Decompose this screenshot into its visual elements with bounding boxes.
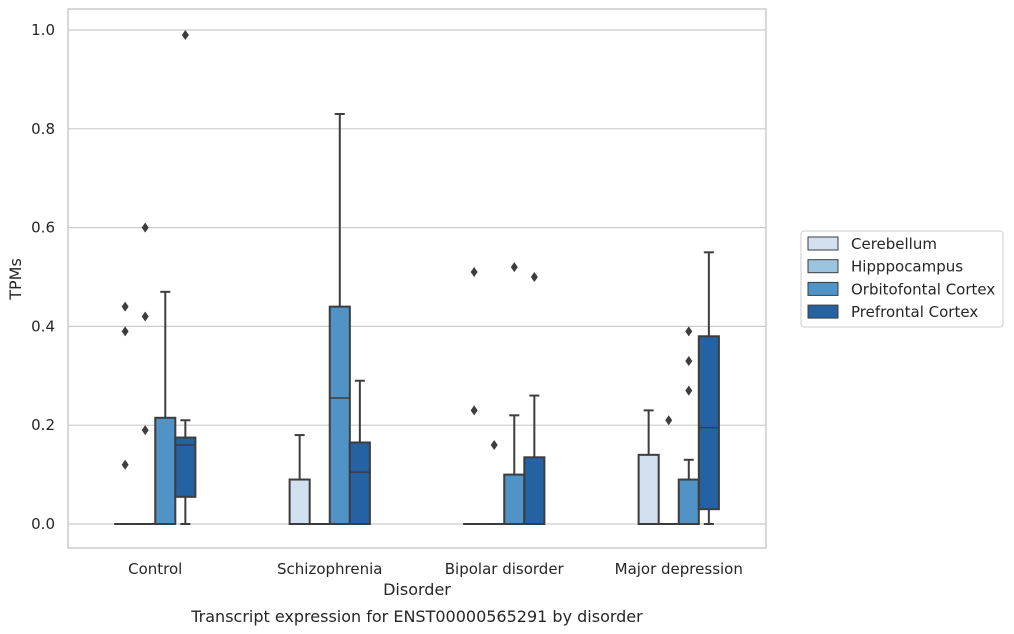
box-prefrontal-cortex [697,251,720,525]
plot-area-frame [67,8,767,549]
outlier-point [665,415,673,426]
legend-swatch [807,259,839,274]
box-cerebellum [288,434,311,526]
box-prefrontal-cortex [523,272,546,525]
box-orbitofontal-cortex [154,290,177,526]
box-body [677,478,700,526]
outlier-point [510,262,518,273]
outlier-point [470,267,478,278]
legend-label: Hipppocampus [851,258,963,276]
outlier-point [121,301,129,312]
outlier-point [141,222,149,233]
outlier-point [181,29,189,40]
y-tick-labels: 0.0 0.2 0.4 0.6 0.8 1.0 [31,21,55,533]
x-tick-label: Schizophrenia [277,560,382,578]
outlier-point [685,385,693,396]
box-orbitofontal-cortex [503,262,526,526]
y-tick-label: 0.6 [31,219,55,237]
box-body [174,436,197,498]
x-tick-label: Control [128,560,182,578]
y-tick-label: 0.2 [31,416,55,434]
box-orbitofontal-cortex [328,112,351,526]
legend-frame [800,230,1004,328]
y-tick-label: 0.8 [31,120,55,138]
y-tick-label: 0.0 [31,515,55,533]
y-tick-label: 1.0 [31,21,55,39]
box-cerebellum [637,409,660,525]
x-axis-label: Disorder [383,580,451,599]
outlier-point [141,311,149,322]
box-body [154,416,177,526]
box-prefrontal-cortex [348,379,371,525]
legend-swatch [807,304,839,319]
y-axis-label: TPMs [6,258,25,301]
box-body [523,456,546,525]
box-body [637,453,660,525]
box-hipppocampus [657,415,680,526]
box-body [328,305,351,526]
x-tick-labels: Control Schizophrenia Bipolar disorder Majo… [128,560,743,578]
outlier-point [121,459,129,470]
legend-label: Cerebellum [851,235,937,253]
box-cerebellum [463,267,486,526]
box-hipppocampus [134,222,157,526]
outlier-point [141,425,149,436]
legend-swatch [807,281,839,296]
outlier-point [121,326,129,337]
box-body [503,473,526,526]
box-body [288,478,311,526]
boxes [114,29,720,526]
legend-swatch [807,236,839,251]
outlier-point [470,405,478,416]
box-body [348,441,371,525]
x-tick-label: Bipolar disorder [445,560,565,578]
box-hipppocampus [483,439,506,526]
outlier-point [490,439,498,450]
y-tick-label: 0.4 [31,317,55,335]
legend-label: Prefrontal Cortex [851,303,978,321]
outlier-point [685,326,693,337]
box-cerebellum [114,301,137,526]
figure-caption: Transcript expression for ENST0000056529… [190,607,643,626]
outlier-point [530,272,538,282]
box-prefrontal-cortex [174,29,197,525]
legend: Cerebellum Hipppocampus Orbitofontal Corte… [800,230,1004,328]
box-body [697,335,720,511]
x-tick-label: Major depression [615,560,743,578]
legend-label: Orbitofontal Cortex [851,280,995,298]
outlier-point [685,355,693,366]
